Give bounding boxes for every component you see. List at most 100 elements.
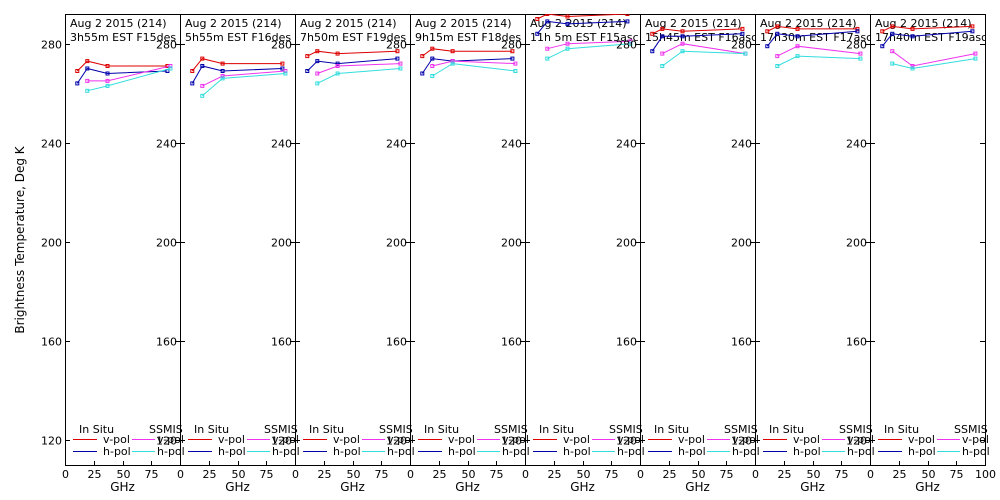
panel-series [765,24,863,68]
y-tick-label: 160 [616,336,637,349]
x-tick-label: 25 [433,468,447,481]
ssmis-v-pol-line [892,50,976,67]
panel-header: Aug 2 2015 (214)15h45m EST F16asc [645,17,755,44]
insitu-v-pol-point [855,26,860,31]
y-tick-label: 160 [271,336,292,349]
x-tick-label: 50 [922,468,936,481]
chart-panels: 120 160 200 240 280 0 25 50 75 GHz Aug 2 2015 (214… [41,14,996,494]
x-tick-label: 50 [117,468,131,481]
ssmis-h-pol-line [317,68,401,84]
ssmis-v-pol-line [662,43,746,55]
ssmis-h-pol-point [775,64,780,68]
insitu-h-pol-line [536,20,628,35]
ssmis-h-pol-line [201,73,286,97]
insitu-h-pol-point [420,71,425,76]
x-tick-label: 25 [893,468,907,481]
legend-ssmis-title: SSMIS [609,423,643,436]
insitu-v-pol-point [75,69,80,73]
insitu-v-pol-line [422,48,513,57]
insitu-h-pol-line [306,58,398,72]
insitu-h-pol-point [545,19,550,24]
y-tick-label: 160 [386,336,407,349]
panel-2: 120 160 200 240 280 0 25 50 75 GHz Aug 2 2015 (214… [156,14,300,494]
panel-series [190,56,288,98]
legend-ssmis-v-label: v-pol [157,433,184,446]
insitu-h-pol-point [775,31,780,36]
x-tick-label: 75 [835,468,849,481]
y-tick-label: 120 [386,435,407,448]
y-tick-label: 280 [846,39,867,52]
x-tick-label: 0 [637,468,644,481]
y-tick-label: 120 [271,435,292,448]
y-tick-label: 200 [271,237,292,250]
insitu-v-pol-line [307,50,398,57]
ssmis-h-pol-point [660,64,665,68]
ssmis-v-pol-point [545,46,550,51]
insitu-h-pol-point [680,34,685,39]
insitu-v-pol-point [625,14,630,16]
panel-date: Aug 2 2015 (214) [300,17,397,30]
legend-insitu-h-label: h-pol [563,445,591,458]
legend-ssmis-v-label: v-pol [732,433,759,446]
y-tick-label: 240 [731,138,752,151]
y-tick-label: 160 [41,336,62,349]
insitu-v-pol-point [535,17,540,21]
ssmis-h-pol-point [545,56,550,61]
insitu-v-pol-point [565,14,570,19]
x-tick-label: 25 [663,468,677,481]
legend-insitu-v-label: v-pol [448,433,475,446]
ssmis-h-pol-line [892,58,976,70]
ssmis-v-pol-point [430,64,435,68]
x-tick-label: 0 [62,468,69,481]
y-tick-label: 280 [616,39,637,52]
insitu-h-pol-point [105,71,110,76]
x-tick-label: 75 [260,468,274,481]
insitu-h-pol-point [765,44,770,49]
legend-insitu-h-label: h-pol [793,445,821,458]
y-tick-label: 240 [846,138,867,151]
insitu-h-pol-point [880,44,885,49]
legend-ssmis-h-label: h-pol [732,445,760,458]
panel-date: Aug 2 2015 (214) [70,17,167,30]
panel-date: Aug 2 2015 (214) [645,17,742,30]
insitu-v-pol-point [510,49,515,54]
legend-ssmis-title: SSMIS [724,423,758,436]
panel-time: 7h50m EST F19des [300,31,406,44]
y-tick-label: 160 [731,336,752,349]
insitu-v-pol-point [910,26,915,31]
ssmis-h-pol-point [168,66,173,71]
insitu-v-pol-point [220,61,225,66]
insitu-v-pol-point [775,24,780,29]
insitu-h-pol-point [890,31,895,36]
legend-ssmis-v-label: v-pol [502,433,529,446]
legend-insitu-v-label: v-pol [908,433,935,446]
ssmis-h-pol-point [315,81,320,86]
insitu-v-pol-point [315,49,320,54]
panel-frame [870,14,986,466]
x-tick-label: 25 [88,468,102,481]
y-tick-label: 280 [731,39,752,52]
insitu-h-pol-point [910,34,915,39]
legend-ssmis-v-label: v-pol [387,433,414,446]
panel-time: 5h55m EST F16des [185,31,291,44]
y-tick-label: 200 [846,237,867,250]
legend-ssmis-h-label: h-pol [157,445,185,458]
y-tick-label: 120 [731,435,752,448]
insitu-v-pol-point [795,26,800,31]
panel-series [650,26,748,68]
y-tick-label: 240 [501,138,522,151]
legend-ssmis-v-label: v-pol [617,433,644,446]
legend-insitu-title: In Situ [769,423,804,436]
panel-3: 120 160 200 240 280 0 25 50 75 GHz Aug 2 2015 (214… [271,14,415,494]
ssmis-v-pol-line [87,65,171,82]
legend-insitu-title: In Situ [539,423,574,436]
insitu-h-pol-point [220,69,225,73]
y-tick-label: 280 [271,39,292,52]
ssmis-h-pol-line [87,68,171,92]
